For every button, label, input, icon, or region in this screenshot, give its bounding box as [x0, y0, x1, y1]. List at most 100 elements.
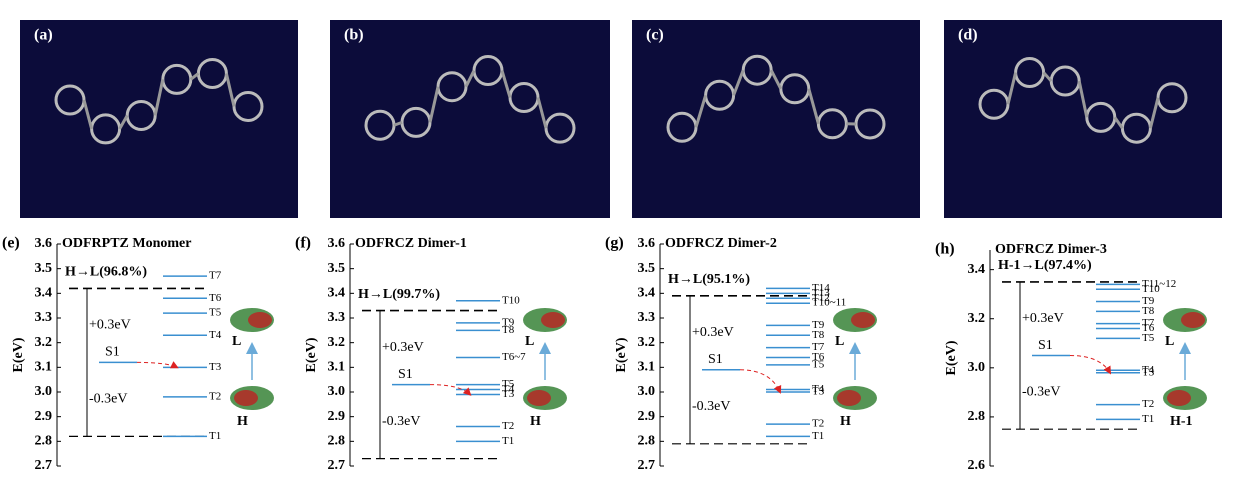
s1-label: S1: [398, 367, 413, 382]
chart-title: ODFRCZ Dimer-2: [665, 236, 777, 251]
y-tick-label: 3.4: [968, 262, 986, 277]
orbital: [527, 390, 551, 406]
s1-label: S1: [1038, 338, 1053, 353]
upper-orbital-label: L: [525, 334, 534, 349]
y-tick-label: 3.2: [35, 335, 53, 350]
panel-label: (g): [605, 235, 624, 252]
t-label: T8: [1142, 305, 1155, 317]
t-label: T10~11: [812, 297, 846, 309]
t-label: T1: [1142, 413, 1154, 425]
minus-label: -0.3eV: [89, 392, 128, 407]
y-tick-label: 2.7: [328, 458, 346, 473]
y-tick-label: 3.6: [328, 236, 346, 251]
upper-orbital-label: L: [1165, 334, 1174, 349]
lower-orbital-label: H-1: [1170, 414, 1193, 429]
y-tick-label: 3.4: [35, 286, 53, 301]
upper-orbital-label: L: [835, 334, 844, 349]
y-axis-label: E(eV): [614, 337, 629, 372]
plus-label: +0.3eV: [89, 318, 131, 333]
panel-label: (b): [344, 27, 364, 44]
y-axis-label: E(eV): [304, 337, 319, 372]
orbital: [248, 312, 272, 328]
y-tick-label: 2.6: [968, 458, 986, 473]
t-label: T4: [209, 329, 222, 341]
panel-label: (d): [958, 27, 978, 44]
y-tick-label: 3.2: [968, 311, 986, 326]
y-tick-label: 3.0: [328, 384, 346, 399]
y-tick-label: 3.4: [638, 286, 656, 301]
y-tick-label: 2.9: [328, 409, 346, 424]
y-axis-label: E(eV): [944, 340, 959, 375]
panel-label: (f): [295, 235, 311, 252]
plus-label: +0.3eV: [692, 325, 734, 340]
orbital: [837, 390, 861, 406]
minus-label: -0.3eV: [1022, 385, 1061, 400]
upper-orbital-label: L: [232, 334, 241, 349]
transition-label: H-1→L(97.4%): [998, 258, 1092, 273]
y-tick-label: 3.5: [638, 261, 656, 276]
y-tick-label: 2.8: [35, 434, 53, 449]
t-label: T10: [1142, 283, 1160, 295]
y-tick-label: 3.1: [328, 360, 346, 375]
transition-label: H→L(95.1%): [668, 272, 750, 287]
t-label: T7: [209, 270, 222, 282]
t-label: T2: [812, 418, 824, 430]
t-label: T1: [502, 435, 514, 447]
y-tick-label: 3.3: [35, 310, 53, 325]
y-tick-label: 2.7: [35, 458, 53, 473]
chart-title: ODFRCZ Dimer-1: [355, 236, 467, 251]
s1-label: S1: [708, 352, 723, 367]
t-label: T2: [209, 390, 221, 402]
y-tick-label: 3.3: [638, 310, 656, 325]
molecule-image: [330, 20, 610, 218]
y-tick-label: 3.0: [35, 384, 53, 399]
y-tick-label: 2.7: [638, 458, 656, 473]
t-label: T3: [502, 388, 515, 400]
y-tick-label: 3.4: [328, 286, 346, 301]
transition-label: H→L(99.7%): [358, 287, 440, 302]
orbital: [234, 390, 258, 406]
t-label: T5: [1142, 332, 1155, 344]
plus-label: +0.3eV: [1022, 311, 1064, 326]
t-label: T3: [209, 361, 222, 373]
y-tick-label: 2.9: [35, 409, 53, 424]
s1-label: S1: [105, 345, 120, 360]
y-tick-label: 2.9: [638, 409, 656, 424]
minus-label: -0.3eV: [382, 414, 421, 429]
molecule-image: [944, 20, 1222, 218]
orbital: [851, 312, 875, 328]
y-tick-label: 3.2: [638, 335, 656, 350]
lower-orbital-label: H: [530, 414, 541, 429]
molecule-image: [632, 20, 920, 218]
t-label: T3: [1142, 366, 1155, 378]
t-label: T1: [812, 430, 824, 442]
y-tick-label: 3.3: [328, 310, 346, 325]
y-tick-label: 2.8: [638, 434, 656, 449]
orbital: [1181, 312, 1205, 328]
t-label: T6~7: [502, 351, 526, 363]
y-tick-label: 3.0: [968, 360, 986, 375]
chart-title: ODFRPTZ Monomer: [62, 236, 191, 251]
panel-label: (a): [34, 27, 53, 44]
lower-orbital-label: H: [840, 414, 851, 429]
orbital: [1167, 390, 1191, 406]
y-tick-label: 2.8: [968, 409, 986, 424]
y-tick-label: 3.5: [35, 261, 53, 276]
t-label: T8: [502, 324, 515, 336]
y-tick-label: 3.1: [638, 360, 656, 375]
panel-label: (e): [2, 235, 20, 252]
y-axis-label: E(eV): [11, 337, 26, 372]
isc-arrow: [740, 370, 780, 392]
t-label: T6: [209, 292, 222, 304]
t-label: T8: [812, 329, 825, 341]
t-label: T10: [502, 294, 520, 306]
t-label: T2: [502, 420, 514, 432]
minus-label: -0.3eV: [692, 399, 731, 414]
chart-title: ODFRCZ Dimer-3: [995, 242, 1107, 257]
t-label: T2: [1142, 398, 1154, 410]
y-tick-label: 3.1: [35, 360, 53, 375]
t-label: T5: [812, 358, 825, 370]
orbital: [541, 312, 565, 328]
t-label: T3: [812, 386, 825, 398]
y-tick-label: 3.5: [328, 261, 346, 276]
